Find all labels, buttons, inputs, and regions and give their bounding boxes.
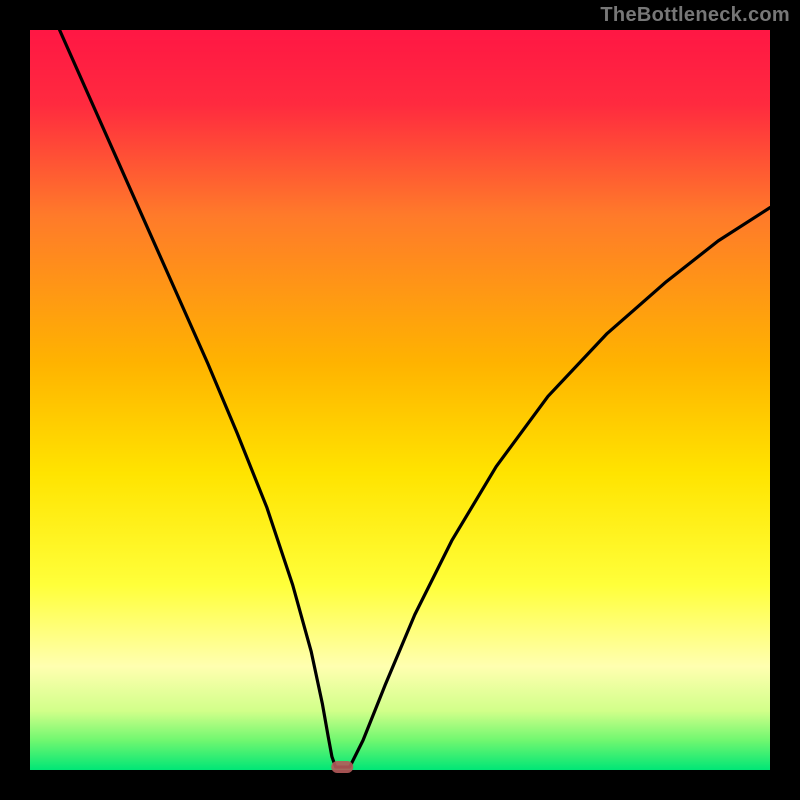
- watermark-text: TheBottleneck.com: [600, 4, 790, 27]
- bottleneck-chart: [0, 0, 800, 800]
- gradient-background: [30, 30, 770, 770]
- chart-frame: TheBottleneck.com: [0, 0, 800, 800]
- optimal-point-marker: [331, 761, 353, 773]
